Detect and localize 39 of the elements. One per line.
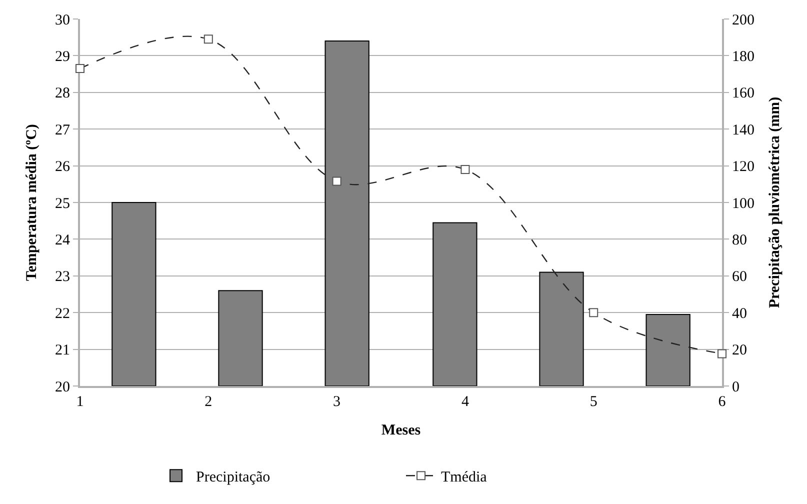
y2-tick-label: 100	[732, 196, 754, 212]
bar	[324, 40, 370, 386]
bar	[432, 222, 478, 386]
y-tick-label: 28	[55, 86, 70, 102]
legend-label: Precipitação	[196, 470, 270, 486]
x-tick-label: 5	[590, 394, 598, 410]
y2-axis-title: Precipitação pluviométrica (mm)	[767, 96, 783, 308]
y-tick-label: 27	[55, 122, 70, 138]
y-tick-label: 22	[55, 306, 70, 322]
y2-tick-label: 120	[732, 159, 754, 176]
y-tick-label: 24	[55, 232, 70, 248]
bar	[112, 202, 156, 386]
x-tick-label: 3	[333, 394, 341, 410]
y-tick-label: 26	[55, 159, 70, 176]
y2-tick-label: 40	[732, 306, 747, 322]
y2-tick-label: 60	[732, 269, 747, 286]
y-tick-label: 25	[55, 196, 70, 212]
x-axis-title: Meses	[381, 422, 421, 438]
y2-tick-label: 160	[732, 86, 754, 102]
y-tick-label: 20	[55, 379, 70, 396]
y2-tick-label: 0	[732, 379, 740, 396]
y-tick-label: 29	[55, 48, 70, 65]
y2-tick-label: 180	[732, 48, 754, 65]
y-tick-label: 23	[55, 269, 70, 286]
bar	[218, 290, 263, 386]
x-tick-label: 4	[461, 394, 470, 410]
y-tick-label: 21	[55, 342, 70, 359]
y2-tick-label: 20	[732, 342, 747, 359]
bar	[539, 272, 584, 386]
y2-tick-label: 200	[732, 12, 754, 28]
legend-label: Tmédia	[441, 470, 488, 486]
y2-tick-label: 140	[732, 122, 754, 138]
y-tick-label: 30	[55, 12, 70, 28]
bar	[646, 314, 690, 386]
x-tick-label: 6	[718, 394, 726, 410]
x-tick-label: 2	[204, 394, 212, 410]
y-axis-title: Temperatura média (ºC)	[24, 124, 40, 281]
y2-tick-label: 80	[732, 232, 747, 248]
x-tick-label: 1	[76, 394, 84, 410]
